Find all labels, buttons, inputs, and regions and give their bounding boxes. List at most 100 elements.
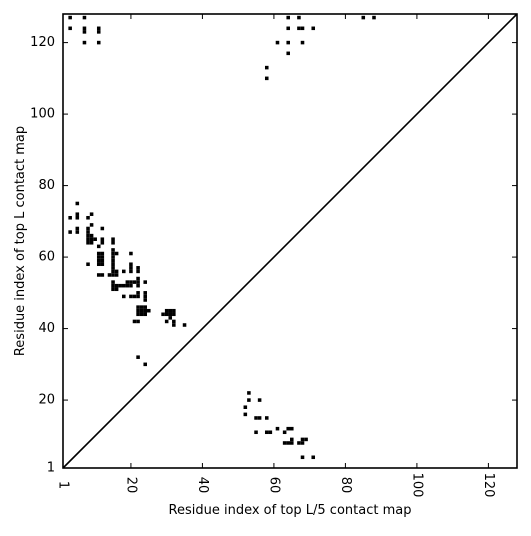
contact-point-upper-left xyxy=(168,316,173,320)
contact-point-upper-left xyxy=(96,255,101,259)
contact-point-upper-left xyxy=(96,251,101,256)
contact-point-upper-left xyxy=(100,241,105,245)
contact-point-upper-left xyxy=(129,251,133,256)
contact-point-upper-left xyxy=(129,280,133,284)
contact-point-lower-right xyxy=(264,416,269,420)
y-tick-label: 60 xyxy=(38,250,55,265)
contact-point-upper-left xyxy=(136,355,140,359)
contact-point-upper-left xyxy=(143,280,147,284)
contact-point-upper-left xyxy=(100,226,105,231)
contact-point-upper-left xyxy=(96,30,101,34)
contact-point-upper-left xyxy=(75,226,80,231)
contact-point-upper-left xyxy=(164,312,169,317)
contact-point-upper-left xyxy=(172,323,176,327)
y-tick-label: 80 xyxy=(38,178,55,193)
contact-point-upper-left xyxy=(68,15,72,20)
contact-point-upper-left xyxy=(136,305,140,309)
contact-point-upper-left xyxy=(68,215,72,220)
contact-point-upper-left xyxy=(297,26,301,31)
contact-point-lower-right xyxy=(254,430,258,435)
contact-point-upper-left xyxy=(275,40,280,45)
plot-frame xyxy=(62,13,518,469)
contact-point-upper-left xyxy=(86,262,90,267)
contact-point-lower-right xyxy=(282,441,287,445)
contact-point-lower-right xyxy=(300,437,305,442)
contact-point-upper-left xyxy=(111,269,115,274)
contact-point-lower-right xyxy=(300,455,305,460)
x-axis-ticks: 1 20 40 60 80 100 120 xyxy=(56,14,496,497)
contact-point-lower-right xyxy=(257,416,262,420)
contact-point-upper-left xyxy=(122,269,126,274)
contact-point-upper-left xyxy=(300,26,305,31)
contact-point-upper-left xyxy=(96,273,101,277)
contact-point-upper-left xyxy=(372,15,376,20)
contact-point-upper-left xyxy=(143,294,147,299)
contact-point-upper-left xyxy=(100,237,105,241)
x-tick-label: 1 xyxy=(56,481,71,489)
contact-point-upper-left xyxy=(136,294,140,299)
contact-point-upper-left xyxy=(82,26,87,31)
contact-point-lower-right xyxy=(300,441,305,445)
contact-point-upper-left xyxy=(82,30,87,34)
contact-point-upper-left xyxy=(86,226,90,231)
contact-point-upper-left xyxy=(86,215,90,220)
contact-point-upper-left xyxy=(86,237,90,241)
contact-point-upper-left xyxy=(114,287,119,292)
contact-point-lower-right xyxy=(282,430,287,435)
contact-point-upper-left xyxy=(89,237,94,241)
contact-point-upper-left xyxy=(82,15,87,20)
contact-point-lower-right xyxy=(268,430,273,435)
contact-point-upper-left xyxy=(75,212,80,216)
contact-point-upper-left xyxy=(164,319,169,324)
contact-point-lower-right xyxy=(297,441,301,445)
x-tick-label: 40 xyxy=(195,477,210,494)
contact-point-upper-left xyxy=(161,312,165,317)
contact-point-upper-left xyxy=(68,26,72,31)
contact-point-upper-left xyxy=(136,280,140,284)
contact-point-upper-left xyxy=(111,248,115,252)
contact-point-upper-left xyxy=(107,273,112,277)
contact-point-upper-left xyxy=(86,233,90,238)
contact-point-upper-left xyxy=(96,262,101,267)
contact-point-upper-left xyxy=(143,291,147,295)
contact-point-upper-left xyxy=(136,319,140,324)
y-axis-label: Residue index of top L contact map xyxy=(13,126,28,356)
contact-point-upper-left xyxy=(143,308,147,313)
contact-point-upper-left xyxy=(136,283,140,288)
contact-point-lower-right xyxy=(290,426,294,431)
contact-point-upper-left xyxy=(111,251,115,256)
contact-point-lower-right xyxy=(247,398,251,402)
contact-point-lower-right xyxy=(243,405,248,409)
contact-point-upper-left xyxy=(129,266,133,270)
contact-point-upper-left xyxy=(132,294,137,299)
contact-point-upper-left xyxy=(82,40,87,45)
contact-point-upper-left xyxy=(136,276,140,281)
y-tick-label: 20 xyxy=(38,393,55,408)
contact-point-lower-right xyxy=(286,441,290,445)
contact-point-lower-right xyxy=(286,426,290,431)
contact-point-upper-left xyxy=(172,319,176,324)
contact-point-upper-left xyxy=(125,280,130,284)
contact-point-upper-left xyxy=(311,26,316,31)
contact-point-upper-left xyxy=(139,308,144,313)
contact-point-upper-left xyxy=(118,283,122,288)
contact-point-upper-left xyxy=(96,26,101,31)
contact-point-upper-left xyxy=(114,273,119,277)
contact-point-upper-left xyxy=(129,262,133,267)
contact-point-upper-left xyxy=(100,262,105,267)
contact-point-upper-left xyxy=(143,298,147,302)
y-tick-label: 100 xyxy=(30,107,55,122)
contact-point-upper-left xyxy=(89,233,94,238)
contact-point-upper-left xyxy=(100,255,105,259)
contact-point-upper-left xyxy=(111,266,115,270)
contact-point-upper-left xyxy=(114,251,119,256)
contact-point-upper-left xyxy=(286,15,290,20)
contact-point-upper-left xyxy=(114,269,119,274)
contact-point-upper-left xyxy=(100,258,105,263)
contact-point-upper-left xyxy=(168,312,173,317)
contact-point-upper-left xyxy=(111,280,115,284)
contact-point-upper-left xyxy=(111,237,115,241)
x-tick-label: 120 xyxy=(481,473,496,498)
